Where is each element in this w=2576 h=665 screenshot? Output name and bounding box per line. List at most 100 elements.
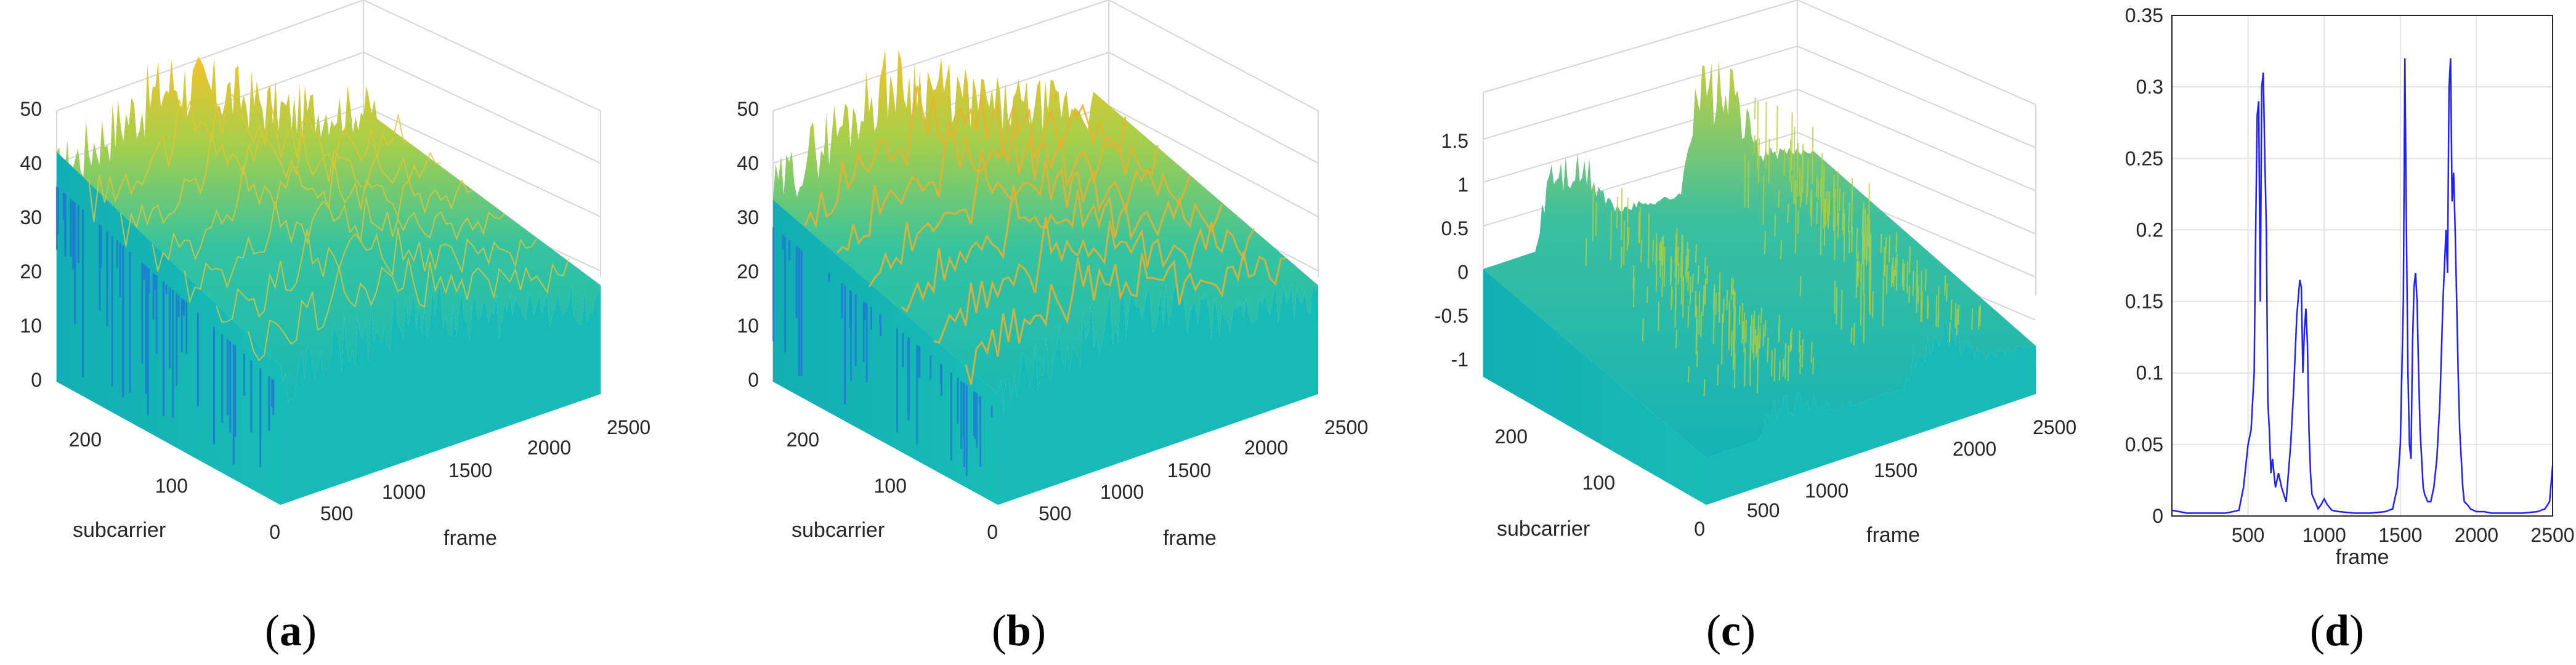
surface-spike bbox=[1842, 191, 1845, 212]
surface-spike bbox=[1908, 285, 1911, 304]
surface-spike bbox=[1958, 305, 1960, 325]
surface-spike bbox=[1595, 201, 1597, 236]
surface-spike bbox=[1842, 211, 1844, 231]
surface-spike bbox=[1956, 308, 1958, 336]
surface-ridge bbox=[119, 129, 441, 247]
surface-spike bbox=[1744, 348, 1746, 387]
z-tick: 10 bbox=[20, 315, 42, 337]
panel-b-surface-front bbox=[998, 283, 1318, 505]
panel-c-y-ticks: 0 100 200 bbox=[1495, 425, 1705, 540]
surface-spike bbox=[1768, 139, 1770, 184]
surface-spike bbox=[1848, 230, 1850, 254]
y-tick: 0 bbox=[2152, 505, 2163, 527]
surface-ridge bbox=[933, 216, 1255, 344]
panel-b-x-ticks: 500 1000 1500 2000 2500 bbox=[1039, 416, 1368, 525]
z-tick: 0 bbox=[31, 369, 42, 391]
surface-spike bbox=[1776, 105, 1778, 153]
surface-spike bbox=[1836, 288, 1838, 325]
panel-d-y-ticks: 0 0.05 0.1 0.15 0.2 0.25 0.3 0.35 bbox=[2125, 4, 2163, 527]
x-tick: 1000 bbox=[1100, 481, 1144, 503]
x-tick: 1000 bbox=[2303, 524, 2346, 546]
surface-spike bbox=[1865, 228, 1868, 249]
surface-spike bbox=[1836, 171, 1839, 226]
y-tick: 0 bbox=[987, 521, 998, 543]
z-tick: -0.5 bbox=[1435, 305, 1468, 327]
surface-spike bbox=[1882, 277, 1884, 326]
surface-spike bbox=[1894, 257, 1897, 276]
panel-a-z-ticks: 0 10 20 30 40 50 bbox=[20, 98, 42, 391]
y-tick: 100 bbox=[1582, 472, 1615, 494]
surface-spike bbox=[1661, 237, 1663, 265]
surface-spike bbox=[1850, 327, 1853, 344]
surface-ridge bbox=[965, 252, 1287, 385]
panel-b-caption: (b) bbox=[992, 606, 1046, 655]
surface-spike bbox=[1626, 198, 1629, 251]
surface-spike bbox=[1752, 319, 1754, 353]
surface-spike bbox=[1828, 191, 1831, 216]
panel-a-surface-spikes bbox=[55, 186, 275, 467]
surface-spike bbox=[1675, 252, 1677, 275]
x-tick: 2500 bbox=[2530, 524, 2574, 546]
panel-a-x-ticks: 500 1000 1500 2000 2500 bbox=[320, 416, 650, 525]
z-tick: 50 bbox=[20, 98, 42, 120]
surface-spike bbox=[1794, 179, 1797, 205]
surface-spike bbox=[1638, 211, 1640, 242]
surface-spike bbox=[1658, 301, 1660, 331]
panel-c-surface bbox=[1483, 59, 2036, 505]
x-tick: 500 bbox=[1039, 502, 1071, 525]
surface-spike bbox=[1787, 345, 1789, 382]
surface-spike bbox=[1659, 241, 1662, 278]
z-tick: 40 bbox=[737, 152, 759, 174]
x-tick: 1500 bbox=[448, 459, 492, 482]
y-tick: 0.3 bbox=[2136, 76, 2163, 98]
surface-spike bbox=[1827, 200, 1829, 230]
surface-spike bbox=[1658, 243, 1661, 261]
surface-spike bbox=[1927, 302, 1929, 320]
panel-d-plot-area bbox=[2171, 15, 2553, 517]
surface-spike bbox=[1765, 102, 1767, 168]
y-tick: 100 bbox=[155, 475, 188, 497]
surface-spike bbox=[1689, 276, 1691, 296]
panel-b-z-ticks: 0 10 20 30 40 50 bbox=[737, 98, 759, 391]
surface-ridge bbox=[248, 257, 570, 361]
surface-spike bbox=[1799, 276, 1802, 297]
surface-spike bbox=[1802, 339, 1804, 355]
y-tick: 200 bbox=[69, 429, 102, 451]
x-tick: 2000 bbox=[1953, 438, 1996, 460]
x-tick: 500 bbox=[1747, 499, 1780, 522]
panel-d-line-plot: 0 0.05 0.1 0.15 0.2 0.25 0.3 0.35 500 1000 1500 20… bbox=[2125, 4, 2575, 655]
panel-a-surface-top bbox=[57, 57, 601, 403]
surface-spike bbox=[1640, 240, 1643, 262]
panel-b-xlabel: frame bbox=[1163, 526, 1217, 550]
panel-a-surface bbox=[55, 57, 601, 505]
surface-spike bbox=[1837, 212, 1839, 239]
surface-spike bbox=[1662, 235, 1664, 264]
surface-spike bbox=[1742, 321, 1744, 340]
x-tick: 2000 bbox=[1244, 437, 1288, 459]
surface-spike bbox=[1834, 188, 1836, 205]
z-tick: 30 bbox=[20, 206, 42, 228]
y-tick: 0.15 bbox=[2125, 291, 2163, 313]
surface-spike bbox=[1892, 257, 1894, 276]
surface-spike bbox=[1704, 257, 1706, 274]
panel-d-series-line bbox=[2171, 58, 2554, 514]
surface-spike bbox=[1747, 159, 1749, 209]
z-tick: 10 bbox=[737, 315, 759, 337]
panel-c-surface-front bbox=[1706, 320, 2036, 505]
panel-c-surface-top bbox=[1483, 59, 2036, 459]
surface-ridge bbox=[836, 120, 1159, 254]
surface-ridge bbox=[901, 184, 1223, 313]
surface-spike bbox=[1784, 355, 1786, 371]
surface-spike bbox=[1755, 336, 1757, 358]
y-tick: 0 bbox=[1694, 518, 1705, 540]
surface-spike bbox=[1753, 135, 1756, 154]
x-tick: 1500 bbox=[1167, 459, 1211, 482]
surface-spike bbox=[1869, 233, 1872, 261]
y-tick: 0.05 bbox=[2125, 433, 2163, 456]
surface-spike bbox=[1868, 219, 1871, 244]
surface-spike bbox=[1954, 302, 1957, 328]
x-tick: 500 bbox=[320, 502, 353, 525]
panel-a-caption: (a) bbox=[265, 606, 317, 655]
surface-spike bbox=[1841, 290, 1843, 330]
surface-spike bbox=[1798, 330, 1800, 353]
